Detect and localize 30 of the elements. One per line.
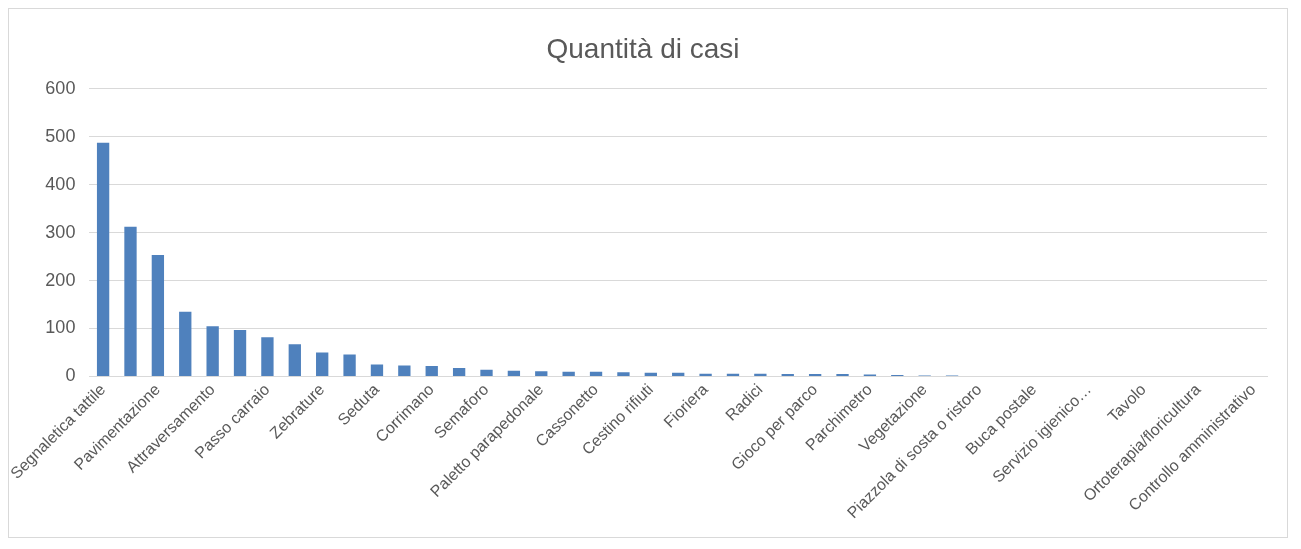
bar: [699, 373, 712, 377]
bar: [179, 311, 192, 377]
y-tick-label: 400: [45, 173, 76, 194]
bar: [206, 326, 219, 377]
bar: [151, 255, 165, 377]
y-tick-label: 200: [45, 269, 76, 290]
bar: [370, 364, 384, 377]
chart-title: Quantità di casi: [546, 32, 740, 64]
bar: [288, 344, 301, 377]
bar: [261, 337, 274, 377]
bar: [96, 142, 110, 377]
y-tick-label: 100: [45, 317, 76, 338]
bar: [425, 365, 438, 377]
bar: [480, 369, 493, 377]
y-tick-label: 500: [45, 125, 76, 146]
bar: [617, 372, 630, 377]
bar: [233, 329, 247, 377]
bar: [754, 373, 767, 377]
bar: [452, 367, 466, 377]
bar: [343, 354, 356, 377]
bar: [562, 371, 575, 377]
bar: [507, 370, 521, 377]
bar: [124, 226, 137, 377]
y-tick-label: 300: [45, 221, 76, 242]
y-tick-label: 600: [45, 77, 76, 98]
bar: [398, 365, 411, 377]
bar: [589, 371, 603, 377]
bar: [535, 371, 548, 377]
bar: [316, 352, 329, 377]
y-tick-label: 0: [65, 365, 76, 386]
